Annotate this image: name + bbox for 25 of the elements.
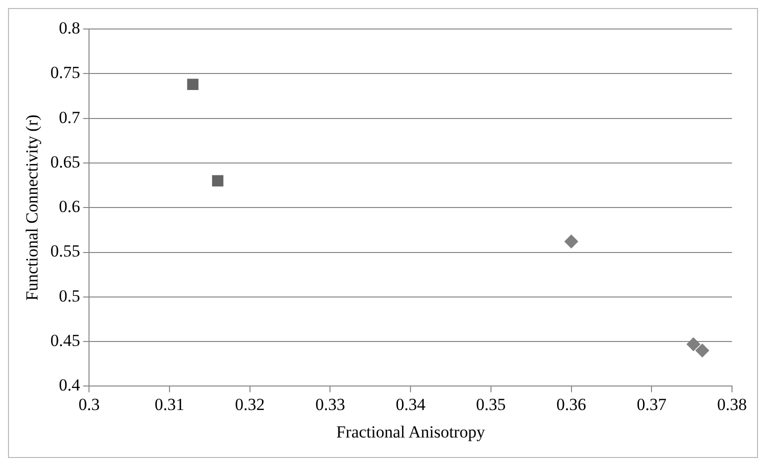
y-tick-label: 0.65 bbox=[50, 152, 80, 172]
y-tick-label: 0.7 bbox=[58, 108, 81, 127]
point bbox=[686, 337, 700, 352]
y-tick-label: 0.55 bbox=[50, 242, 80, 261]
y-tick-label: 0.8 bbox=[58, 18, 80, 38]
x-tick-label: 0.35 bbox=[476, 394, 506, 414]
point bbox=[212, 175, 224, 186]
y-tick-label: 0.45 bbox=[50, 331, 80, 350]
x-tick-label: 0.31 bbox=[154, 394, 184, 414]
y-axis-title: Functional Connectivity (r) bbox=[22, 114, 42, 301]
point bbox=[187, 78, 198, 90]
x-tick-label: 0.32 bbox=[234, 394, 265, 414]
point bbox=[564, 234, 578, 249]
y-tick-label: 0.6 bbox=[58, 197, 80, 216]
x-tick-label: 0.33 bbox=[315, 394, 346, 414]
x-tick-label: 0.34 bbox=[396, 394, 426, 414]
x-tick-label: 0.36 bbox=[556, 394, 586, 414]
x-axis-title: Fractional Anisotropy bbox=[336, 422, 486, 442]
x-tick-label: 0.37 bbox=[636, 394, 668, 414]
x-tick-label: 0.38 bbox=[717, 394, 747, 414]
y-tick-label: 0.4 bbox=[58, 376, 81, 395]
y-tick-label: 0.75 bbox=[50, 63, 80, 82]
x-tick-label: 0.3 bbox=[78, 394, 100, 414]
point bbox=[695, 343, 710, 358]
y-tick-label: 0.5 bbox=[58, 286, 80, 306]
